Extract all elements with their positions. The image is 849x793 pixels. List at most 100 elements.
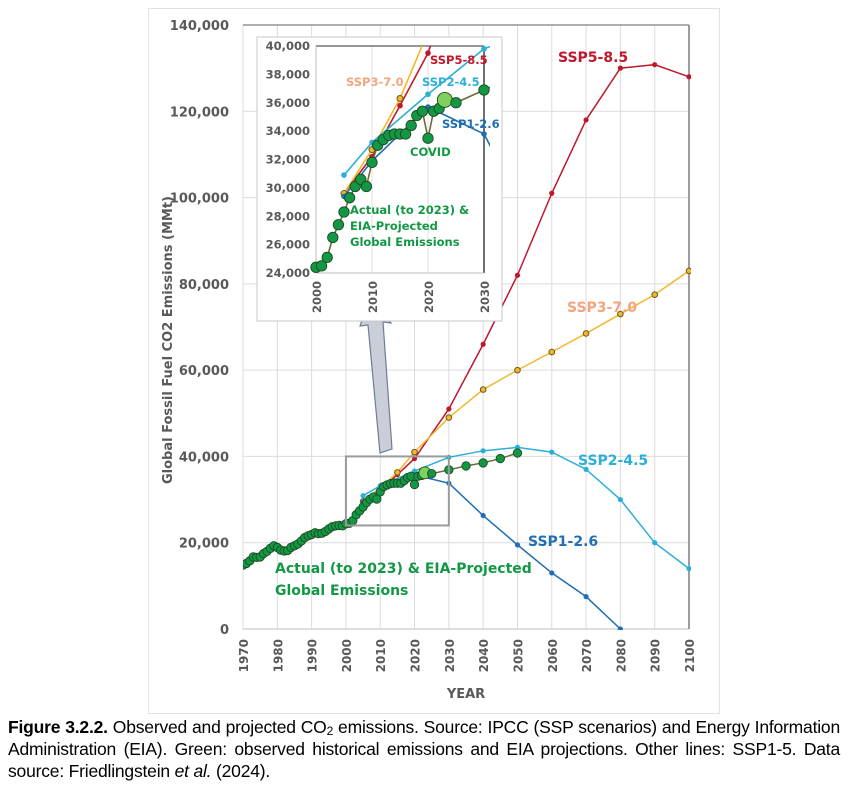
main-point [478, 458, 488, 468]
main-chart-svg: 1970 1980 1990 2000 2010 2020 2030 2040 2050 2060… [161, 19, 697, 702]
main-point [548, 348, 556, 356]
figure-number: Figure 3.2.2. [8, 717, 108, 737]
inset-label-ssp1: SSP1-2.6 [442, 117, 500, 131]
inset-y-tick-label: 24,000 [266, 266, 310, 280]
inset-chart: 2000 2010 2020 2030 24,000 26,000 28,000 30,000… [256, 29, 543, 322]
y-tick-label: 0 [220, 623, 229, 638]
inset-point [338, 206, 350, 218]
main-point [549, 190, 555, 196]
x-tick-label: 2080 [614, 639, 628, 672]
inset-point [436, 91, 453, 108]
inset-x-tick-label: 2000 [310, 281, 324, 313]
y-tick-label: 20,000 [179, 537, 229, 552]
inset-y-tick-label: 40,000 [266, 39, 310, 53]
inset-series-actual-to-2023-eia-p [310, 84, 490, 273]
main-series-actual-to-2023-eia-p [243, 448, 523, 570]
main-point [480, 341, 486, 347]
main-point [495, 453, 505, 464]
inset-label-ssp2: SSP2-4.5 [422, 75, 480, 89]
main-labels: SSP5-8.5 SSP3-7.0 SSP2-4.5 SSP1-2.6 Actual (… [275, 50, 648, 599]
inset-point [537, 238, 543, 244]
main-point [514, 272, 521, 278]
label-ssp3: SSP3-7.0 [567, 300, 637, 316]
inset-label-actual-3: Global Emissions [350, 235, 460, 249]
main-point [583, 466, 589, 472]
x-tick-label: 2010 [374, 639, 388, 672]
y-tick-label: 40,000 [179, 450, 229, 465]
main-point [514, 542, 521, 548]
inset-point [478, 84, 490, 96]
main-point [461, 461, 471, 471]
inset-point [422, 132, 434, 144]
main-point [445, 414, 453, 421]
inset-point [396, 94, 404, 102]
main-point [583, 117, 589, 123]
caption-subscript: 2 [326, 724, 334, 738]
y-tick-label: 140,000 [170, 19, 229, 34]
y-tick-label: 100,000 [170, 192, 229, 207]
main-point [617, 310, 624, 318]
inset-y-tick-label: 32,000 [266, 153, 310, 167]
inset-y-tick-label: 34,000 [266, 124, 310, 138]
label-actual-line2: Global Emissions [275, 583, 408, 599]
label-actual-line1: Actual (to 2023) & EIA-Projected [275, 561, 532, 577]
main-point [686, 74, 691, 80]
inset-x-tick-label: 2010 [366, 281, 380, 313]
main-point [549, 449, 555, 455]
main-point [617, 496, 623, 503]
main-point [549, 570, 555, 576]
inset-point [327, 231, 339, 244]
x-tick-label: 2030 [443, 639, 457, 672]
y-tick-label: 60,000 [179, 364, 229, 379]
inset-y-tick-label: 38,000 [266, 67, 310, 81]
main-line [362, 474, 621, 630]
main-point [480, 512, 486, 519]
main-point [427, 469, 437, 479]
inset-frame [256, 36, 503, 322]
main-point [617, 626, 623, 630]
inset-point [315, 260, 328, 272]
x-axis-title: YEAR [446, 687, 485, 702]
inset-point [366, 156, 378, 168]
inset-x-tick-label: 2030 [478, 281, 492, 313]
inset-point [405, 119, 417, 132]
inset-label-actual-2: EIA-Projected [350, 219, 438, 233]
main-series-ssp2-4-5 [360, 444, 691, 572]
inset-y-tick-label: 26,000 [266, 238, 310, 252]
main-point [582, 330, 590, 337]
x-tick-label: 1990 [306, 639, 320, 672]
inset-label-covid: COVID [410, 145, 451, 159]
main-line [362, 270, 690, 502]
label-ssp2: SSP2-4.5 [578, 453, 648, 469]
inset-y-tick-label: 28,000 [266, 209, 310, 223]
inset-label-ssp3: SSP3-7.0 [346, 75, 404, 89]
main-point [686, 566, 691, 572]
inset-point [360, 180, 373, 193]
inset-line [343, 46, 423, 194]
inset-label-actual-1: Actual (to 2023) & [350, 203, 469, 217]
inset-point [425, 29, 431, 35]
inset-point [481, 46, 487, 52]
main-point [583, 594, 589, 600]
x-tick-label: 1980 [271, 639, 285, 672]
inset-point [321, 251, 333, 264]
x-tick-label: 2090 [649, 639, 663, 672]
zoom-box-rect [344, 455, 450, 527]
main-series-ssp1-2-6 [360, 472, 623, 630]
caption-italic: et al. [174, 761, 212, 781]
inset-point [341, 172, 347, 178]
main-point [446, 406, 452, 412]
inset-point [399, 128, 412, 140]
label-ssp5: SSP5-8.5 [558, 50, 628, 66]
inset-point [343, 192, 356, 204]
x-tick-label: 2050 [511, 639, 525, 672]
main-point [651, 291, 658, 298]
main-point [652, 540, 658, 546]
y-tick-label: 120,000 [170, 105, 229, 120]
main-point [652, 62, 658, 68]
main-axes: 1970 1980 1990 2000 2010 2020 2030 2040 2050 2060… [170, 19, 697, 672]
x-tick-label: 2020 [409, 639, 423, 672]
inset-series-ssp2-4-5 [341, 46, 490, 178]
main-point [360, 493, 366, 499]
inset-label-ssp5: SSP5-8.5 [430, 53, 488, 67]
